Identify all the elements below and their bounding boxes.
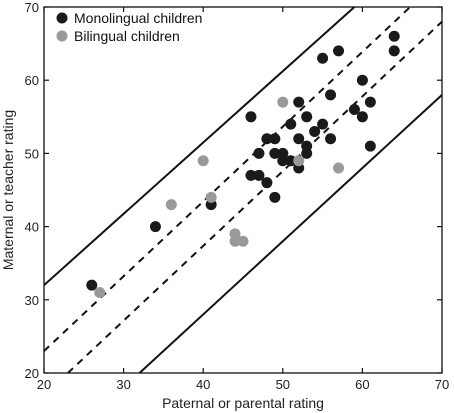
data-point-monolingual-4	[245, 169, 257, 181]
data-points	[86, 30, 400, 298]
data-point-monolingual-31	[364, 96, 376, 108]
data-point-monolingual-28	[348, 103, 360, 115]
data-point-bilingual-2	[197, 155, 209, 167]
data-point-monolingual-25	[325, 89, 337, 101]
data-point-monolingual-15	[285, 155, 297, 167]
data-point-bilingual-6	[237, 235, 249, 247]
solid-line-3	[138, 94, 442, 373]
y-tick-label-40: 40	[25, 220, 39, 235]
x-axis-label: Paternal or parental rating	[162, 395, 324, 411]
y-tick-label-50: 50	[25, 146, 39, 161]
x-tick-label-50: 50	[276, 377, 290, 392]
axis-ticks: 20 30 40 50 60 70 20 30 40 50 60 70	[25, 0, 450, 392]
data-point-monolingual-32	[364, 140, 376, 152]
data-point-monolingual-13	[277, 155, 289, 167]
legend: Monolingual children Bilingual children	[56, 10, 202, 44]
legend-marker-monolingual	[56, 12, 68, 24]
data-point-monolingual-8	[261, 177, 273, 189]
legend-label-monolingual: Monolingual children	[74, 10, 202, 26]
data-point-monolingual-1	[149, 221, 161, 233]
data-point-monolingual-3	[245, 111, 257, 123]
x-tick-label-20: 20	[37, 377, 51, 392]
data-point-monolingual-23	[317, 52, 329, 64]
data-point-monolingual-22	[309, 125, 321, 137]
data-point-monolingual-19	[301, 111, 313, 123]
y-tick-label-30: 30	[25, 293, 39, 308]
y-axis-label: Maternal or teacher rating	[0, 110, 16, 270]
data-point-monolingual-30	[356, 111, 368, 123]
x-tick-label-40: 40	[196, 377, 210, 392]
data-point-monolingual-34	[388, 45, 400, 57]
data-point-monolingual-29	[356, 74, 368, 86]
data-point-monolingual-26	[325, 133, 337, 145]
solid-line-0	[44, 7, 356, 286]
data-point-monolingual-11	[269, 191, 281, 203]
x-tick-label-60: 60	[355, 377, 369, 392]
data-point-monolingual-7	[261, 133, 273, 145]
data-point-monolingual-16	[293, 96, 305, 108]
data-point-monolingual-5	[253, 147, 265, 159]
x-tick-label-70: 70	[435, 377, 449, 392]
data-point-bilingual-3	[205, 191, 217, 203]
y-tick-label-70: 70	[25, 0, 39, 15]
data-point-monolingual-0	[86, 279, 98, 291]
y-tick-label-20: 20	[25, 366, 39, 381]
data-point-monolingual-24	[317, 118, 329, 130]
x-tick-label-30: 30	[116, 377, 130, 392]
data-point-monolingual-27	[333, 45, 345, 57]
reference-lines	[44, 7, 442, 373]
data-point-bilingual-1	[165, 199, 177, 211]
data-point-bilingual-5	[229, 235, 241, 247]
legend-label-bilingual: Bilingual children	[74, 28, 180, 44]
data-point-bilingual-0	[94, 286, 106, 298]
data-point-monolingual-17	[293, 133, 305, 145]
data-point-monolingual-21	[301, 147, 313, 159]
legend-marker-bilingual	[56, 30, 68, 42]
data-point-bilingual-7	[277, 96, 289, 108]
plot-frame	[43, 6, 443, 374]
data-point-bilingual-8	[293, 155, 305, 167]
data-point-bilingual-9	[333, 162, 345, 174]
data-point-monolingual-33	[388, 30, 400, 42]
data-point-monolingual-14	[285, 118, 297, 130]
dashed-line-1	[44, 7, 411, 352]
y-tick-label-60: 60	[25, 73, 39, 88]
data-point-monolingual-10	[269, 147, 281, 159]
dashed-line-2	[67, 20, 442, 373]
data-point-monolingual-6	[253, 169, 265, 181]
data-point-monolingual-9	[269, 133, 281, 145]
